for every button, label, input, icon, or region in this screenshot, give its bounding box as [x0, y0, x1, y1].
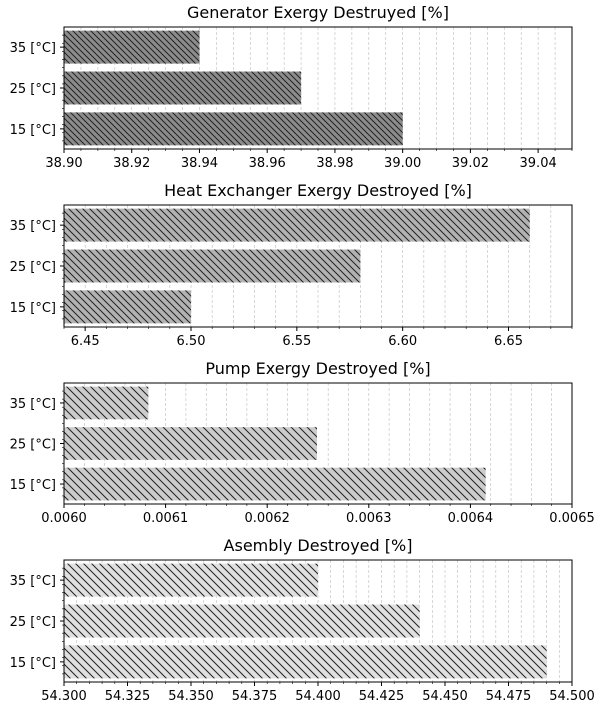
chart-panel-3: Pump Exergy Destroyed [%] 15 [°C] 25 [°C] 3…	[10, 359, 595, 526]
chart-title: Asembly Destroyed [%]	[224, 536, 413, 555]
y-tick-label: 25 [°C]	[10, 260, 56, 275]
x-tick-label: 0.0061	[143, 511, 189, 526]
bar-hatch	[64, 645, 547, 679]
x-tick-label: 38.96	[249, 156, 286, 171]
x-tick-label: 39.04	[520, 156, 557, 171]
chart-title: Heat Exchanger Exergy Destroyed [%]	[164, 181, 472, 200]
chart-title: Generator Exergy Destruyed [%]	[187, 3, 449, 22]
bar-hatch	[64, 290, 191, 324]
x-tick-label: 54.375	[232, 689, 278, 704]
bar-hatch	[64, 604, 420, 638]
x-tick-label: 54.350	[168, 689, 214, 704]
y-tick-label: 35 [°C]	[10, 219, 56, 234]
x-tick-label: 54.500	[549, 689, 595, 704]
x-tick-label: 54.325	[105, 689, 151, 704]
x-tick-label: 6.60	[388, 334, 417, 349]
x-tick-label: 54.425	[359, 689, 405, 704]
x-tick-label: 0.0064	[448, 511, 494, 526]
x-tick-label: 54.475	[486, 689, 532, 704]
y-tick-label: 25 [°C]	[10, 615, 56, 630]
y-tick-label: 25 [°C]	[10, 82, 56, 97]
bar-hatch	[64, 71, 302, 105]
x-tick-label: 38.94	[181, 156, 218, 171]
x-tick-label: 39.00	[384, 156, 421, 171]
x-tick-label: 54.300	[41, 689, 87, 704]
axes-frame	[63, 382, 573, 505]
bar-hatch	[64, 386, 149, 420]
x-tick-label: 0.0062	[244, 511, 290, 526]
y-tick-label: 15 [°C]	[10, 301, 56, 316]
x-tick-label: 0.0063	[346, 511, 392, 526]
x-tick-label: 38.98	[316, 156, 353, 171]
x-tick-label: 54.400	[295, 689, 341, 704]
bar-hatch	[64, 208, 530, 242]
bar-hatch	[64, 112, 403, 146]
bar-hatch	[64, 30, 200, 64]
x-tick-label: 0.0065	[549, 511, 595, 526]
chart-panel-4: Asembly Destroyed [%] 15 [°C] 25 [°C] 35 [°…	[10, 536, 595, 704]
y-tick-label: 15 [°C]	[10, 478, 56, 493]
x-tick-label: 6.55	[282, 334, 311, 349]
x-tick-label: 0.0060	[41, 511, 87, 526]
chart-title: Pump Exergy Destroyed [%]	[205, 359, 430, 378]
x-tick-label: 38.90	[45, 156, 82, 171]
x-tick-label: 38.92	[113, 156, 150, 171]
bar-hatch	[64, 467, 486, 501]
bar-hatch	[64, 249, 361, 283]
y-tick-label: 25 [°C]	[10, 438, 56, 453]
y-tick-label: 15 [°C]	[10, 656, 56, 671]
x-tick-label: 6.45	[71, 334, 100, 349]
y-tick-label: 35 [°C]	[10, 574, 56, 589]
y-tick-label: 35 [°C]	[10, 397, 56, 412]
y-tick-label: 15 [°C]	[10, 123, 56, 138]
y-tick-label: 35 [°C]	[10, 41, 56, 56]
chart-panel-1: Generator Exergy Destruyed [%] 15 [°C] 25 …	[10, 3, 573, 171]
x-tick-label: 6.50	[177, 334, 206, 349]
bar-hatch	[64, 563, 318, 597]
x-tick-label: 6.65	[494, 334, 523, 349]
x-tick-label: 54.450	[422, 689, 468, 704]
chart-panel-2: Heat Exchanger Exergy Destroyed [%] 15 [°…	[10, 181, 573, 349]
x-tick-label: 39.02	[452, 156, 489, 171]
bar-hatch	[64, 427, 317, 460]
